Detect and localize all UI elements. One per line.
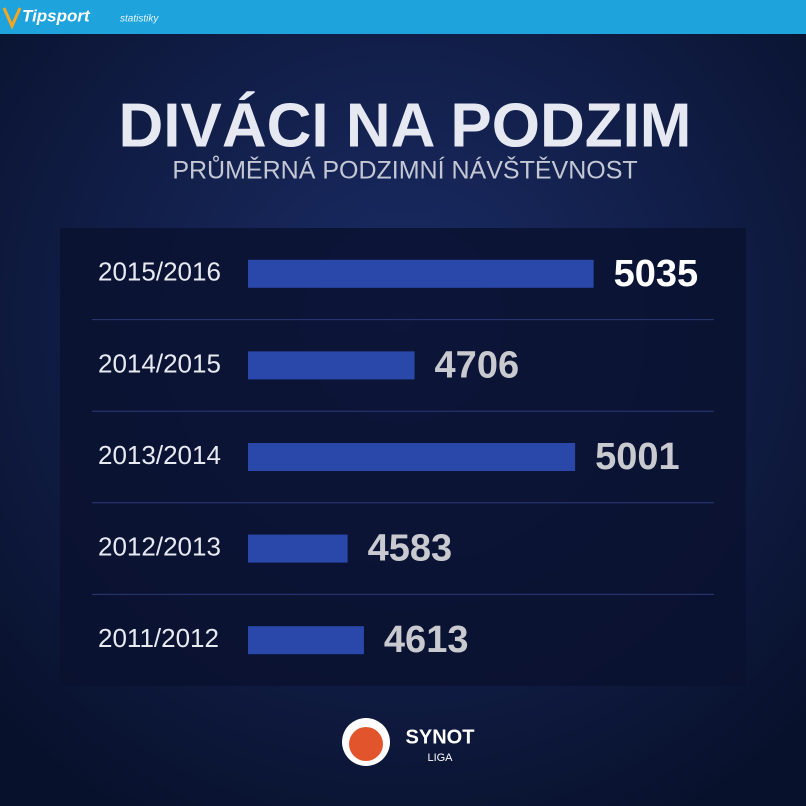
category-label: 2011/2012 (98, 623, 219, 653)
logo-top: SYNOT (406, 726, 475, 748)
category-label: 2014/2015 (98, 348, 221, 378)
section: statistiky (120, 14, 159, 25)
category-label: 2012/2013 (98, 531, 221, 561)
logo-ball (349, 727, 383, 761)
value-label: 4706 (435, 344, 520, 386)
bar (248, 534, 348, 563)
chart-title: DIVÁCI NA PODZIM (119, 91, 692, 160)
top-bar (0, 0, 806, 34)
value-label: 4613 (384, 619, 469, 661)
bar (248, 626, 364, 655)
chart-subtitle: PRŮMĚRNÁ PODZIMNÍ NÁVŠTĚVNOST (172, 154, 637, 185)
bar (248, 259, 594, 288)
category-label: 2015/2016 (98, 257, 221, 287)
brand-icon (2, 7, 22, 30)
category-label: 2013/2014 (98, 440, 221, 470)
value-label: 4583 (368, 528, 453, 570)
brand: Tipsport (22, 6, 91, 25)
value-label: 5001 (595, 436, 680, 478)
bar (248, 351, 415, 380)
bar (248, 443, 576, 471)
value-label: 5035 (614, 253, 699, 295)
logo-bottom: LIGA (427, 752, 453, 764)
